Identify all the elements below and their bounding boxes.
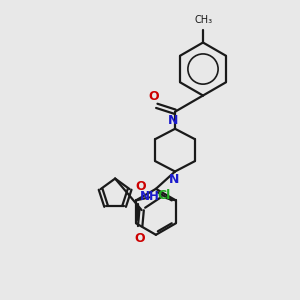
Text: N: N [168, 114, 179, 127]
Text: NH: NH [140, 190, 159, 203]
Text: O: O [135, 232, 146, 244]
Text: CH₃: CH₃ [194, 15, 213, 25]
Text: Cl: Cl [158, 189, 171, 202]
Text: O: O [135, 180, 146, 193]
Text: O: O [148, 91, 159, 103]
Text: N: N [169, 173, 179, 186]
